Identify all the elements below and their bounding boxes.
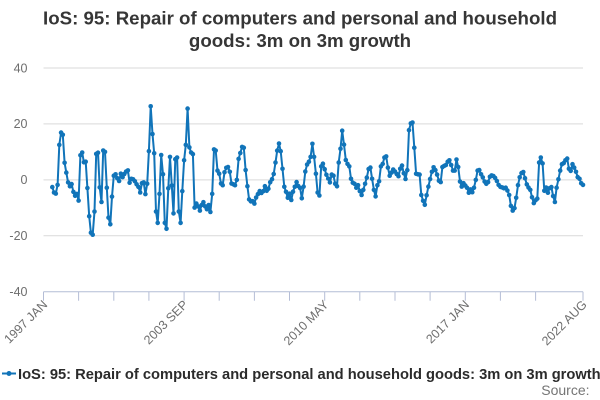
svg-text:40: 40	[14, 61, 28, 75]
svg-text:Source:: Source:	[541, 382, 589, 398]
svg-text:IoS: 95: Repair of computers a: IoS: 95: Repair of computers and persona…	[43, 8, 557, 29]
svg-text:-40: -40	[9, 285, 27, 299]
svg-text:goods: 3m on 3m growth: goods: 3m on 3m growth	[189, 30, 411, 51]
svg-text:0: 0	[21, 173, 28, 187]
svg-text:-20: -20	[9, 229, 27, 243]
svg-text:IoS: 95: Repair of computers a: IoS: 95: Repair of computers and persona…	[18, 367, 600, 383]
svg-text:20: 20	[14, 117, 28, 131]
